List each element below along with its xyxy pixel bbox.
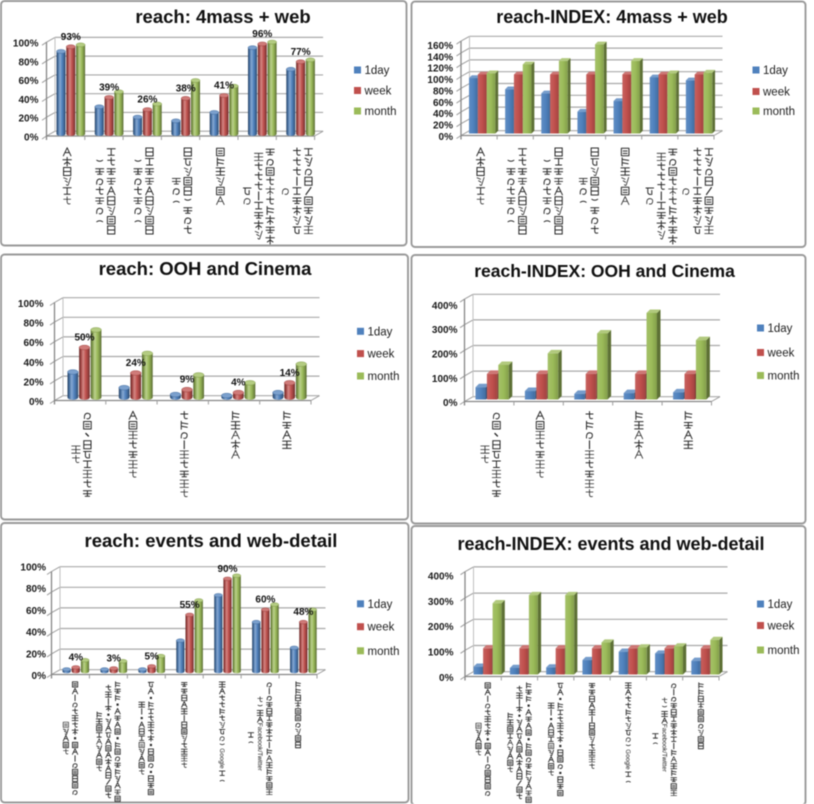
svg-text:20%: 20% xyxy=(18,114,38,125)
svg-text:5%: 5% xyxy=(144,651,159,662)
svg-text:60%: 60% xyxy=(18,76,38,87)
svg-text:Facebook/Twitter: Facebook/Twitter xyxy=(660,724,667,772)
svg-text:month: month xyxy=(763,106,795,118)
svg-text:reach: OOH and Cinema: reach: OOH and Cinema xyxy=(99,258,313,279)
svg-text:100%: 100% xyxy=(13,39,39,50)
svg-text:Google: Google xyxy=(624,749,631,770)
svg-text:160%: 160% xyxy=(427,41,453,52)
svg-text:month: month xyxy=(368,371,400,383)
svg-text:month: month xyxy=(365,106,397,118)
svg-text:80%: 80% xyxy=(433,87,453,98)
svg-text:reach-INDEX: 4mass + web: reach-INDEX: 4mass + web xyxy=(496,7,728,27)
svg-text:20%: 20% xyxy=(26,649,46,660)
svg-text:1day: 1day xyxy=(763,65,788,77)
svg-text:month: month xyxy=(768,645,800,657)
svg-text:reach-INDEX: OOH and Cinema: reach-INDEX: OOH and Cinema xyxy=(474,261,735,281)
svg-text:60%: 60% xyxy=(26,606,46,617)
svg-text:month: month xyxy=(768,371,800,383)
svg-text:0%: 0% xyxy=(443,398,458,409)
svg-text:400%: 400% xyxy=(428,571,454,582)
svg-text:week: week xyxy=(367,349,395,361)
svg-text:reach-INDEX: events and web-de: reach-INDEX: events and web-detail xyxy=(457,534,764,554)
svg-text:55%: 55% xyxy=(180,600,200,611)
svg-text:14%: 14% xyxy=(280,368,300,379)
svg-text:20%: 20% xyxy=(23,377,43,388)
svg-text:week: week xyxy=(767,348,795,360)
svg-text:90%: 90% xyxy=(217,564,237,575)
svg-text:80%: 80% xyxy=(23,319,43,330)
svg-text:120%: 120% xyxy=(427,64,453,75)
svg-text:48%: 48% xyxy=(293,607,313,618)
svg-text:Google: Google xyxy=(218,748,225,769)
svg-text:4%: 4% xyxy=(69,652,84,663)
svg-text:0%: 0% xyxy=(439,132,454,143)
svg-text:200%: 200% xyxy=(428,622,454,633)
svg-text:96%: 96% xyxy=(252,29,272,40)
svg-text:100%: 100% xyxy=(427,75,453,86)
svg-text:1day: 1day xyxy=(368,599,393,611)
svg-text:100%: 100% xyxy=(20,562,46,573)
svg-text:40%: 40% xyxy=(433,109,453,120)
svg-text:0%: 0% xyxy=(32,671,47,682)
svg-text:4%: 4% xyxy=(231,378,246,389)
svg-text:week: week xyxy=(762,87,790,99)
svg-text:month: month xyxy=(368,646,400,658)
svg-text:20%: 20% xyxy=(433,121,453,132)
svg-text:77%: 77% xyxy=(291,47,311,58)
svg-text:200%: 200% xyxy=(432,350,458,361)
svg-text:300%: 300% xyxy=(432,325,458,336)
svg-text:100%: 100% xyxy=(428,648,454,659)
svg-text:100%: 100% xyxy=(432,374,458,385)
svg-text:0%: 0% xyxy=(29,397,44,408)
svg-text:Facebook/Twitter: Facebook/Twitter xyxy=(256,723,263,771)
svg-text:39%: 39% xyxy=(99,82,119,93)
svg-text:80%: 80% xyxy=(26,584,46,595)
svg-text:0%: 0% xyxy=(439,673,454,684)
svg-text:38%: 38% xyxy=(176,83,196,94)
svg-text:300%: 300% xyxy=(428,597,454,608)
svg-text:40%: 40% xyxy=(26,628,46,639)
svg-text:400%: 400% xyxy=(432,301,458,312)
svg-text:9%: 9% xyxy=(180,375,195,386)
svg-text:reach: 4mass + web: reach: 4mass + web xyxy=(135,6,310,27)
svg-text:60%: 60% xyxy=(433,98,453,109)
svg-text:41%: 41% xyxy=(214,81,234,92)
svg-text:26%: 26% xyxy=(137,95,157,106)
svg-text:1day: 1day xyxy=(768,599,793,611)
svg-text:3%: 3% xyxy=(106,653,121,664)
svg-text:1day: 1day xyxy=(768,323,793,335)
svg-text:1day: 1day xyxy=(368,326,393,338)
svg-text:40%: 40% xyxy=(18,95,38,106)
svg-text:24%: 24% xyxy=(126,358,146,369)
svg-text:week: week xyxy=(364,86,392,98)
svg-text:week: week xyxy=(767,621,795,633)
svg-text:week: week xyxy=(367,622,395,634)
svg-text:1day: 1day xyxy=(365,65,390,77)
svg-text:60%: 60% xyxy=(255,595,275,606)
svg-text:reach: events and web-detail: reach: events and web-detail xyxy=(85,530,338,551)
svg-text:140%: 140% xyxy=(427,52,453,63)
svg-text:40%: 40% xyxy=(23,358,43,369)
svg-text:93%: 93% xyxy=(61,32,81,43)
svg-text:50%: 50% xyxy=(74,333,94,344)
svg-text:80%: 80% xyxy=(18,58,38,69)
svg-text:60%: 60% xyxy=(23,338,43,349)
svg-text:0%: 0% xyxy=(24,133,39,144)
svg-text:100%: 100% xyxy=(18,299,44,310)
